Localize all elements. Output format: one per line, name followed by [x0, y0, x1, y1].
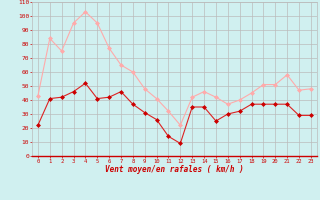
X-axis label: Vent moyen/en rafales ( km/h ): Vent moyen/en rafales ( km/h ) — [105, 165, 244, 174]
